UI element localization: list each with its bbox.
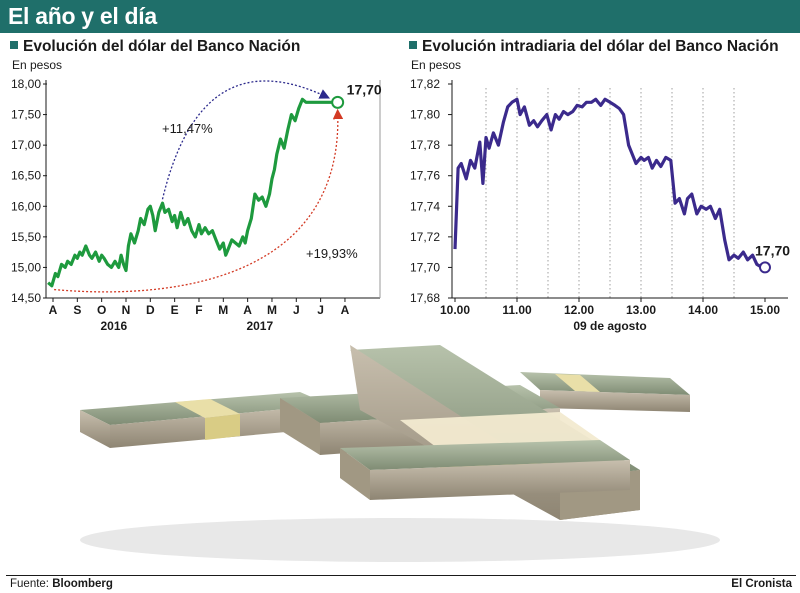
chart1-end-label: 17,70 [347,81,382,97]
chart1-month-label: D [146,303,155,317]
chart1: 14,50 15,00 15,50 16,00 16,50 17,00 17,50 18,00… [11,77,382,333]
chart1-year-label: 2016 [100,319,127,333]
chart1-ytick-label: 16,00 [11,199,41,213]
chart1-annotation-blue: +11,47% [162,121,213,136]
chart1-month-label: O [97,303,106,317]
header-banner: El año y el día [0,0,800,33]
chart2-bullet-icon [409,41,417,49]
chart2-title-text: Evolución intradiaria del dólar del Banc… [422,38,779,55]
chart1-ytick-label: 14,50 [11,291,41,305]
chart1-unit: En pesos [12,58,63,72]
chart1-month-label: A [243,303,252,317]
chart2-unit: En pesos [411,58,462,72]
chart2-end-point [759,261,771,274]
chart2-ytick-label: 17,72 [410,230,440,244]
chart2-xlabel: 09 de agosto [573,319,646,333]
chart1-month-label: M [218,303,228,317]
chart2-xtick-label: 12.00 [564,303,594,317]
chart1-end-point [331,95,345,109]
page-title: El año y el día [8,3,157,29]
chart2-ytick-label: 17,76 [410,169,440,183]
chart2-xtick-label: 10.00 [440,303,470,317]
chart1-ytick-label: 17,00 [11,138,41,152]
chart2-xtick-label: 11.00 [502,303,532,317]
money-photo [80,345,720,562]
chart1-month-label: E [171,303,179,317]
chart1-title-text: Evolución del dólar del Banco Nación [23,38,301,55]
chart1-arrow-red [54,108,344,293]
chart1-month-label: A [341,303,350,317]
chart1-ytick-label: 16,50 [11,169,41,183]
chart2-title: Evolución intradiaria del dólar del Banc… [409,38,779,56]
chart2-ytick-label: 17,70 [410,260,440,274]
chart1-ytick-label: 15,00 [11,260,41,274]
chart2-xtick-label: 14.00 [688,303,718,317]
chart1-month-label: S [73,303,81,317]
chart2: 17,68 17,70 17,72 17,74 17,76 17,78 17,80 17,82… [410,77,790,333]
footer-rule [6,575,796,576]
chart2-ytick-label: 17,68 [410,291,440,305]
chart1-ytick-label: 18,00 [11,77,41,91]
footer-source-name: Bloomberg [52,578,113,590]
footer-publisher: El Cronista [731,578,792,590]
chart2-series-line [453,97,765,269]
chart1-month-label: N [122,303,131,317]
chart2-xtick-label: 13.00 [626,303,656,317]
chart2-ytick-label: 17,82 [410,77,440,91]
chart1-year-label: 2017 [246,319,273,333]
chart2-ytick-label: 17,78 [410,138,440,152]
chart1-bullet-icon [10,41,18,49]
chart1-month-label: F [195,303,202,317]
chart1-month-label: J [293,303,300,317]
chart1-arrow-blue [161,80,331,200]
chart1-ytick-label: 17,50 [11,108,41,122]
chart2-end-label: 17,70 [755,242,790,258]
chart1-title: Evolución del dólar del Banco Nación [10,38,300,56]
chart2-xtick-label: 15.00 [750,303,780,317]
chart1-series-line [47,97,338,288]
footer-source-label: Fuente: [10,578,49,590]
chart2-ytick-label: 17,74 [410,199,440,213]
chart1-month-label: J [317,303,324,317]
chart1-month-label: A [49,303,58,317]
chart1-annotation-red: +19,93% [306,246,358,261]
chart1-ytick-label: 15,50 [11,230,41,244]
chart2-ytick-label: 17,80 [410,108,440,122]
footer-source: Fuente: Bloomberg [10,578,113,590]
chart1-month-label: M [267,303,277,317]
